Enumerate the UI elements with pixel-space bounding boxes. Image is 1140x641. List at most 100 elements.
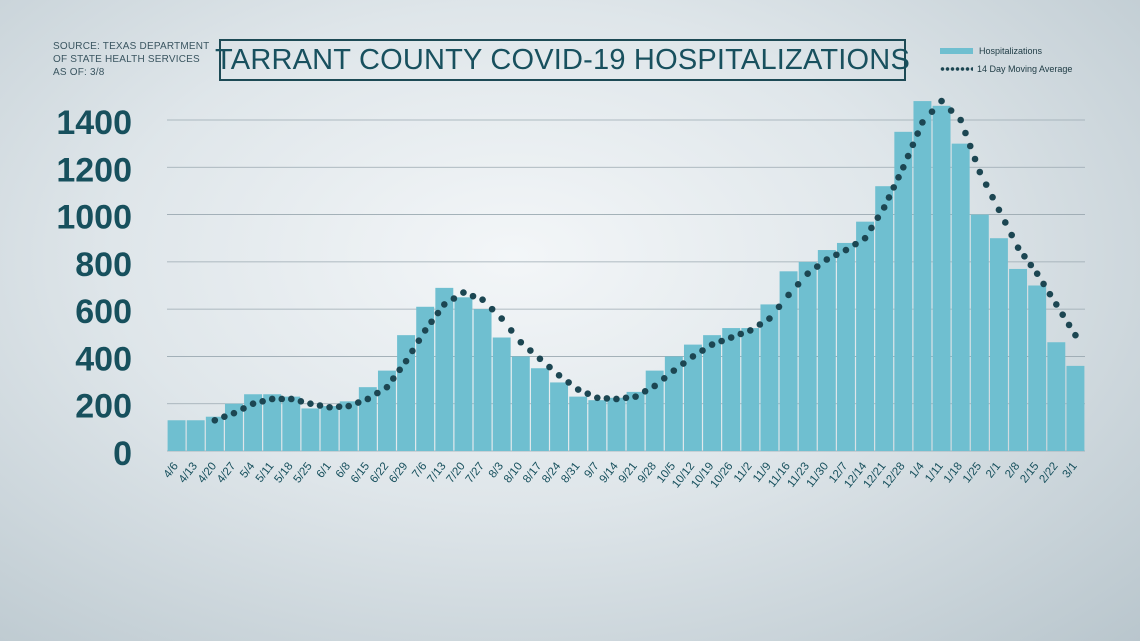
bar	[645, 370, 664, 451]
moving-average-dot	[842, 246, 850, 254]
moving-average-dot	[479, 296, 486, 303]
moving-average-dot	[288, 395, 295, 403]
moving-average-dot	[651, 382, 658, 390]
moving-average-dot	[747, 327, 754, 334]
y-tick-label: 600	[75, 293, 132, 331]
moving-average-dot	[708, 341, 716, 348]
x-tick-label: 5/11	[254, 460, 277, 484]
bar	[989, 238, 1008, 451]
moving-average-dot	[823, 256, 831, 263]
moving-average-dot	[890, 184, 898, 191]
moving-average-dot	[354, 399, 362, 406]
moving-average-dot	[469, 292, 477, 300]
moving-average-dot	[574, 386, 582, 393]
y-tick-label: 200	[75, 388, 132, 426]
bar	[741, 328, 760, 451]
bar	[492, 337, 511, 451]
moving-average-dot	[249, 400, 257, 408]
bar	[511, 356, 530, 451]
moving-average-dot	[962, 129, 969, 137]
bar	[530, 368, 549, 451]
x-tick-label: 7/20	[445, 460, 468, 485]
moving-average-dot	[632, 393, 639, 400]
bar	[970, 214, 989, 451]
bar	[683, 344, 702, 451]
x-tick-label: 4/20	[196, 460, 219, 485]
moving-average-dot	[976, 168, 984, 176]
bar	[320, 406, 339, 451]
bar	[454, 297, 473, 451]
moving-average-dot	[766, 315, 773, 322]
x-tick-label: 2/15	[1018, 460, 1041, 485]
moving-average-dot	[785, 291, 792, 299]
moving-average-dot	[450, 295, 458, 302]
moving-average-dot	[409, 347, 416, 355]
moving-average-dot	[670, 367, 678, 374]
source-line-1: SOURCE: TEXAS DEPARTMENT	[53, 41, 210, 52]
moving-average-dot	[904, 152, 912, 160]
x-tick-label: 1/18	[942, 460, 965, 485]
x-tick-label: 11/2	[732, 460, 755, 484]
moving-average-dot	[813, 263, 821, 270]
bar	[224, 403, 243, 451]
x-tick-label: 6/1	[315, 460, 334, 480]
legend-label-moving-average: 14 Day Moving Average	[977, 64, 1073, 74]
x-tick-label: 6/22	[368, 460, 391, 485]
y-tick-label: 800	[75, 246, 132, 284]
moving-average-dot	[345, 402, 352, 410]
moving-average-dot	[584, 390, 592, 397]
bar	[339, 401, 358, 451]
moving-average-dot	[517, 338, 525, 346]
bar	[167, 420, 186, 451]
moving-average-dot	[546, 363, 553, 371]
moving-average-dot	[775, 303, 783, 311]
moving-average-dot	[1040, 280, 1047, 288]
moving-average-dot	[221, 413, 228, 421]
moving-average-dot	[565, 379, 572, 386]
moving-average-dot	[421, 327, 429, 334]
bar	[932, 105, 951, 452]
x-tick-label: 7/13	[425, 460, 448, 485]
bar	[856, 221, 875, 451]
bar	[836, 242, 855, 451]
moving-average-dot	[1046, 290, 1054, 298]
x-tick-label: 6/15	[349, 460, 372, 485]
moving-average-dot	[613, 395, 620, 403]
bar	[1009, 268, 1028, 451]
y-tick-label: 1000	[56, 199, 132, 237]
moving-average-dot	[852, 240, 859, 248]
bar	[664, 356, 683, 451]
legend: Hospitalizations 14 Day Moving Average	[940, 42, 1072, 78]
moving-average-dot	[594, 394, 601, 402]
bar	[358, 387, 377, 451]
x-tick-label: 5/25	[292, 460, 315, 485]
x-tick-label: 2/1	[984, 460, 1003, 480]
x-tick-label: 1/11	[923, 460, 946, 484]
moving-average-dot	[995, 206, 1003, 214]
bar	[1066, 365, 1085, 451]
moving-average-dot	[364, 395, 372, 403]
bar	[817, 250, 836, 451]
y-tick-label: 1200	[56, 151, 132, 189]
source-line-2: OF STATE HEALTH SERVICES	[53, 54, 200, 65]
bar	[244, 394, 263, 451]
moving-average-dot	[460, 289, 467, 296]
moving-average-dot	[900, 163, 907, 171]
moving-average-dot	[326, 403, 333, 411]
moving-average-dot	[689, 353, 697, 360]
moving-average-dot	[402, 357, 410, 365]
chart-title: TARRANT COUNTY COVID-19 HOSPITALIZATIONS	[215, 43, 910, 76]
x-tick-label: 4/27	[215, 460, 238, 485]
bar	[301, 408, 320, 451]
x-tick-label: 9/28	[636, 460, 659, 485]
moving-average-dot	[718, 337, 725, 345]
bar	[607, 397, 626, 451]
moving-average-dot	[1053, 301, 1060, 308]
bar	[798, 261, 817, 451]
y-tick-label: 1400	[56, 104, 132, 142]
bar	[1028, 285, 1047, 451]
bar	[626, 391, 645, 451]
x-tick-label: 6/29	[387, 460, 410, 485]
moving-average-dot	[938, 97, 945, 105]
